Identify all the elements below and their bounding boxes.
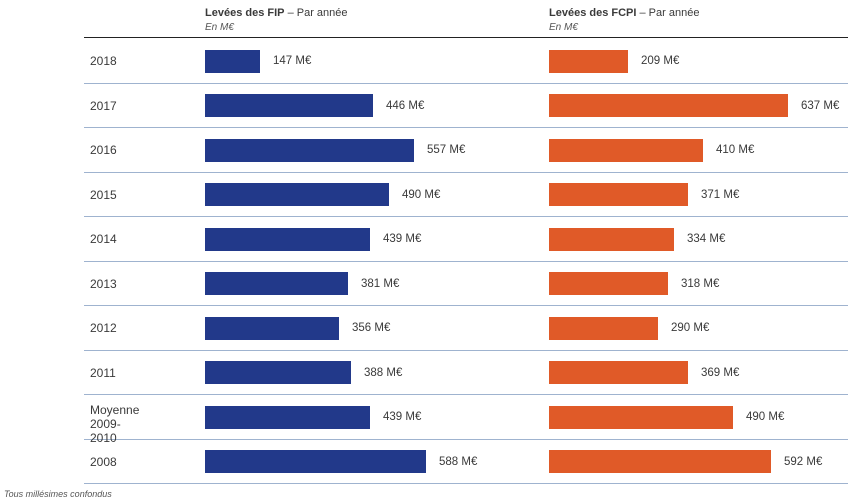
fip-value-label: 446 M€ [386,100,425,112]
row-divider [84,350,848,351]
fcpi-value-label: 290 M€ [671,322,710,334]
row-divider [84,127,848,128]
fcpi-bar [549,139,703,162]
category-label: 2008 [90,455,117,469]
chart-top-rule [84,37,848,38]
fip-header: Levées des FIP – Par année En M€ [205,6,348,35]
row-divider [84,305,848,306]
row-divider [84,172,848,173]
fip-subtitle: – Par année [287,7,348,19]
fcpi-value-label: 209 M€ [641,55,680,67]
category-label: 2012 [90,321,117,335]
category-label: 2016 [90,143,117,157]
fip-title: Levées des FIP [205,7,285,19]
row-divider [84,483,848,484]
fip-value-label: 381 M€ [361,278,400,290]
fip-bar [205,317,339,340]
row-divider [84,439,848,440]
fcpi-bar [549,50,628,73]
fip-bar [205,406,370,429]
fip-bar [205,139,414,162]
fip-value-label: 557 M€ [427,144,466,156]
category-label: Moyenne 2009-2010 [90,403,140,445]
fcpi-bar [549,228,674,251]
category-label: 2013 [90,277,117,291]
fcpi-value-label: 371 M€ [701,189,740,201]
fip-bar [205,183,389,206]
fip-bar [205,94,373,117]
footnote: Tous millésimes confondus [4,489,112,499]
row-divider [84,216,848,217]
category-label: 2015 [90,188,117,202]
fcpi-bar [549,361,688,384]
fip-value-label: 588 M€ [439,456,478,468]
row-divider [84,394,848,395]
fip-unit-label: En M€ [205,22,234,33]
fcpi-value-label: 318 M€ [681,278,720,290]
fcpi-subtitle: – Par année [639,7,700,19]
fip-bar [205,272,348,295]
fcpi-unit-label: En M€ [549,22,578,33]
fcpi-value-label: 334 M€ [687,233,726,245]
fcpi-title: Levées des FCPI [549,7,637,19]
fip-value-label: 490 M€ [402,189,441,201]
fip-bar [205,50,260,73]
fcpi-bar [549,450,771,473]
fcpi-value-label: 410 M€ [716,144,755,156]
fcpi-bar [549,272,668,295]
fcpi-bar [549,406,733,429]
fcpi-header: Levées des FCPI – Par année En M€ [549,6,699,35]
fcpi-bar [549,94,788,117]
row-divider [84,261,848,262]
fip-value-label: 147 M€ [273,55,312,67]
fip-value-label: 388 M€ [364,367,403,379]
fcpi-value-label: 592 M€ [784,456,823,468]
fcpi-value-label: 637 M€ [801,100,840,112]
row-divider [84,83,848,84]
category-label: 2011 [90,366,116,380]
fcpi-bar [549,183,688,206]
category-label: 2014 [90,232,117,246]
fcpi-value-label: 369 M€ [701,367,740,379]
fip-value-label: 439 M€ [383,411,422,423]
fip-bar [205,361,351,384]
category-label: 2017 [90,99,117,113]
fcpi-bar [549,317,658,340]
category-label: 2018 [90,54,117,68]
fip-bar [205,228,370,251]
fcpi-value-label: 490 M€ [746,411,785,423]
fip-value-label: 356 M€ [352,322,391,334]
fip-value-label: 439 M€ [383,233,422,245]
fip-bar [205,450,426,473]
